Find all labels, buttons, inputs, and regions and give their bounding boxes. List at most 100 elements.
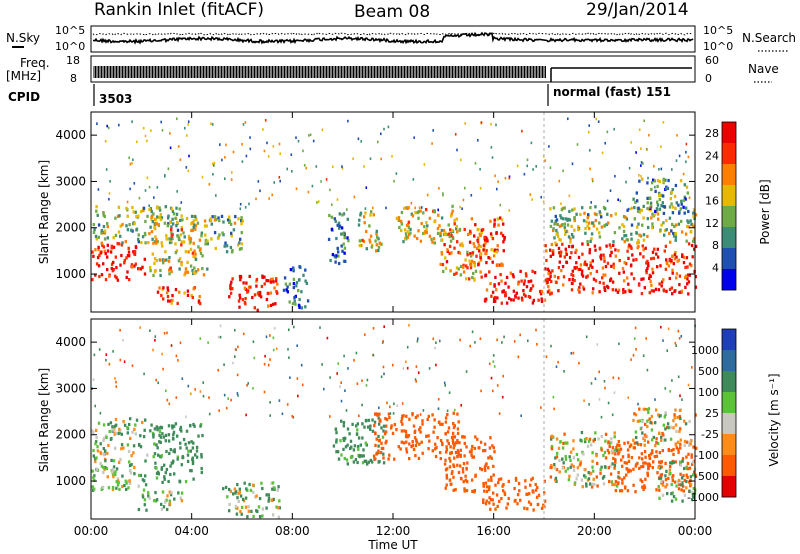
scatter-cell: [471, 259, 474, 263]
scatter-cell: [603, 256, 606, 260]
scatter-cell: [382, 429, 385, 433]
scatter-cell: [285, 288, 288, 292]
scatter-cell: [604, 273, 607, 277]
scatter-cell: [687, 292, 690, 296]
scatter-cell: [626, 489, 630, 493]
scatter-cell: [121, 474, 124, 478]
scatter-cell: [525, 274, 528, 278]
scatter-cell: [677, 478, 681, 482]
scatter-cell: [672, 426, 675, 430]
scatter-cell: [407, 220, 411, 224]
scatter-cell: [591, 221, 594, 225]
scatter-cell: [678, 429, 681, 433]
scatter-cell: [148, 185, 151, 189]
scatter-cell: [682, 205, 685, 209]
scatter-cell: [154, 218, 157, 222]
scatter-cell: [99, 461, 102, 466]
scatter-cell: [526, 158, 529, 162]
scatter-cell: [554, 241, 557, 245]
scatter-cell: [164, 471, 167, 475]
scatter-cell: [112, 471, 115, 475]
scatter-cell: [166, 286, 169, 290]
scatter-cell: [131, 265, 134, 269]
scatter-cell: [444, 468, 448, 472]
scatter-cell: [192, 219, 195, 223]
scatter-cell: [431, 449, 434, 453]
scatter-cell: [694, 285, 698, 289]
scatter-cell: [495, 250, 498, 254]
scatter-cell: [638, 466, 641, 470]
scatter-cell: [455, 224, 459, 229]
scatter-cell: [189, 469, 192, 473]
scatter-cell: [172, 433, 175, 437]
scatter-cell: [579, 267, 582, 271]
scatter-cell: [104, 449, 107, 453]
scatter-cell: [186, 270, 190, 274]
scatter-cell: [437, 420, 441, 424]
scatter-cell: [237, 394, 239, 397]
scatter-cell: [577, 255, 581, 259]
scatter-cell: [609, 472, 613, 476]
scatter-cell: [224, 177, 226, 180]
scatter-cell: [111, 485, 115, 490]
scatter-cell: [240, 512, 243, 516]
scatter-cell: [647, 176, 649, 180]
scatter-cell: [170, 491, 173, 495]
scatter-cell: [504, 293, 508, 297]
scatter-cell: [540, 195, 542, 199]
scatter-cell: [502, 489, 505, 493]
scatter-cell: [272, 348, 275, 352]
scatter-cell: [267, 304, 270, 308]
scatter-cell: [115, 480, 118, 484]
scatter-cell: [685, 455, 688, 459]
scatter-cell: [638, 179, 641, 183]
scatter-cell: [446, 430, 450, 434]
scatter-cell: [485, 462, 488, 466]
scatter-cell: [690, 222, 693, 226]
scatter-cell: [443, 381, 446, 385]
scatter-cell: [637, 402, 639, 406]
scatter-cell: [158, 426, 161, 430]
scatter-cell: [471, 276, 474, 280]
scatter-cell: [632, 418, 635, 423]
scatter-cell: [647, 465, 650, 469]
scatter-cell: [543, 491, 546, 495]
scatter-cell: [614, 452, 617, 456]
scatter-cell: [439, 451, 442, 455]
scatter-cell: [461, 467, 465, 471]
scatter-cell: [352, 157, 354, 160]
scatter-cell: [337, 250, 340, 254]
scatter-cell: [342, 212, 346, 216]
scatter-cell: [190, 228, 193, 233]
scatter-cell: [513, 499, 516, 503]
scatter-cell: [335, 440, 338, 444]
scatter-cell: [680, 230, 684, 234]
scatter-cell: [514, 294, 517, 298]
scatter-cell: [654, 444, 657, 448]
cpid-row: CPID 3503 normal (fast) 151: [8, 84, 671, 106]
scatter-cell: [490, 122, 492, 126]
scatter-cell: [370, 210, 373, 214]
scatter-cell: [638, 407, 641, 411]
scatter-cell: [402, 414, 405, 418]
scatter-cell: [678, 211, 681, 215]
scatter-cell: [640, 277, 643, 281]
scatter-cell: [300, 363, 303, 367]
scatter-cell: [490, 146, 493, 149]
scatter-cell: [154, 235, 157, 239]
scatter-cell: [246, 290, 249, 294]
scatter-cell: [223, 363, 225, 366]
scatter-cell: [517, 481, 521, 486]
scatter-cell: [393, 179, 395, 183]
scatter-cell: [171, 426, 174, 430]
scatter-cell: [492, 354, 495, 357]
scatter-cell: [648, 456, 652, 460]
scatter-cell: [408, 324, 410, 327]
scatter-cell: [106, 243, 109, 247]
scatter-cell: [553, 274, 556, 278]
scatter-cell: [341, 167, 344, 170]
scatter-cell: [152, 241, 155, 245]
scatter-cell: [555, 243, 558, 247]
scatter-cell: [417, 456, 421, 460]
scatter-cell: [151, 220, 154, 224]
